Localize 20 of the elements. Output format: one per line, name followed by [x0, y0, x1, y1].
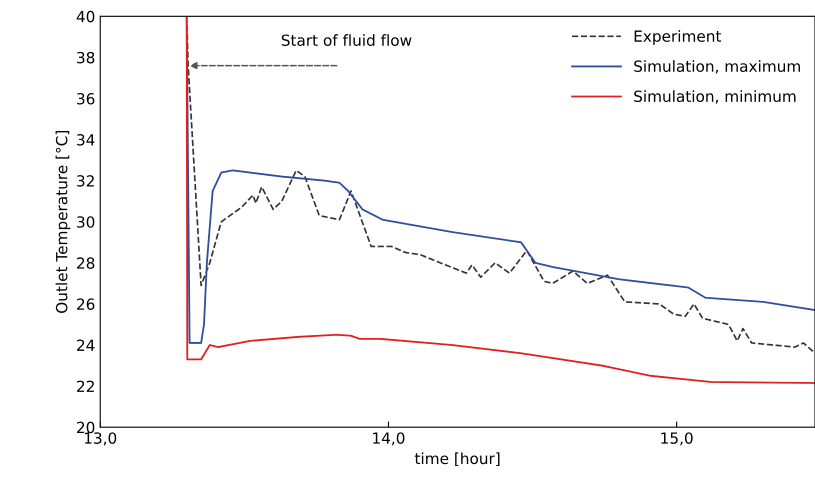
y-tick-label: 34 — [77, 134, 95, 146]
legend-label: Simulation, minimum — [634, 90, 796, 104]
x-tick-label: 15,0 — [661, 432, 693, 446]
y-tick-label: 38 — [77, 52, 94, 64]
y-tick-label: 22 — [77, 380, 94, 392]
y-tick-label: 28 — [77, 257, 94, 269]
x-axis-title: time [hour] — [414, 452, 500, 466]
y-tick-label: 36 — [77, 92, 94, 105]
y-tick-label: 30 — [77, 216, 94, 228]
annotation: Start of fluid flow — [282, 34, 412, 46]
legend-label: Experiment — [634, 30, 722, 45]
x-tick-label: 14,0 — [373, 432, 404, 446]
y-tick-label: 24 — [77, 339, 95, 351]
legend-label: Simulation, maximum — [634, 60, 800, 74]
y-tick-label: 32 — [77, 175, 94, 187]
y-axis-title: Outlet Temperature [°C] — [56, 131, 70, 313]
y-tick-label: 20 — [77, 422, 94, 434]
y-tick-label: 40 — [76, 10, 94, 22]
y-tick-label: 26 — [77, 298, 94, 310]
x-tick-label: 13,0 — [84, 432, 116, 446]
